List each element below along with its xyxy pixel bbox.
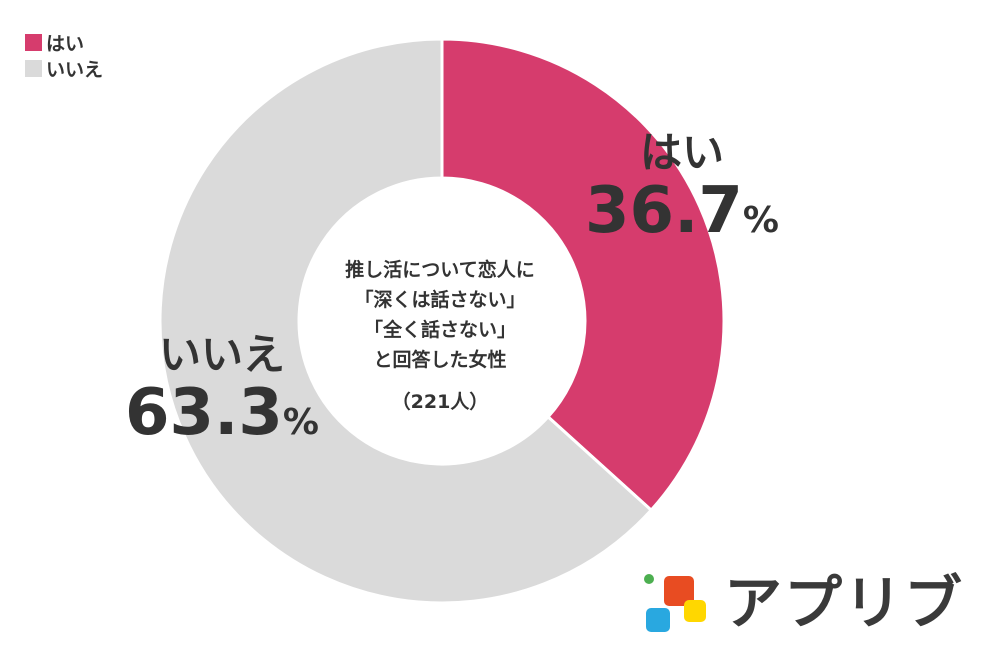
chart-title-line-3: 「全く話さない」 xyxy=(363,319,516,341)
legend-label-yes: はい xyxy=(46,32,85,55)
logo-text: アプリブ xyxy=(724,569,965,637)
legend-swatch-no xyxy=(25,59,42,77)
legend-item-no: いいえ xyxy=(25,55,103,81)
logo-square-yellow xyxy=(684,600,706,622)
slice-label-no-value: 63.3% xyxy=(125,378,319,458)
slice-label-yes-name: はい xyxy=(639,128,724,177)
logo-square-blue xyxy=(646,608,670,632)
chart-title-line-1: 推し活について恋人に xyxy=(345,259,535,281)
slice-label-yes-value: 36.7% xyxy=(585,176,779,256)
slice-label-yes: はい 36.7% xyxy=(585,130,779,256)
chart-title-line-4: と回答した女性 xyxy=(373,349,507,371)
donut-slice-yes xyxy=(440,37,726,513)
applive-logo: アプリブ xyxy=(644,570,964,636)
legend-item-yes: はい xyxy=(25,29,103,55)
donut-slice-no xyxy=(158,37,654,605)
logo-square-green xyxy=(644,574,654,584)
slice-label-no-number: 63.3 xyxy=(125,376,283,450)
chart-title-line-2: 「深くは話さない」 xyxy=(354,289,526,311)
sample-size: （221人） xyxy=(391,391,489,413)
slice-label-yes-number: 36.7 xyxy=(585,174,743,248)
chart-title: 推し活について恋人に 「深くは話さない」 「全く話さない」 と回答した女性 （2… xyxy=(300,255,580,417)
legend: はい いいえ xyxy=(25,29,103,81)
logo-mark-icon xyxy=(644,570,714,636)
slice-label-no-unit: % xyxy=(282,402,319,443)
slice-label-yes-unit: % xyxy=(742,200,779,241)
slice-label-no: いいえ 63.3% xyxy=(125,332,319,458)
legend-swatch-yes xyxy=(25,33,42,51)
legend-label-no: いいえ xyxy=(46,58,104,81)
slice-label-no-name: いいえ xyxy=(158,330,285,379)
